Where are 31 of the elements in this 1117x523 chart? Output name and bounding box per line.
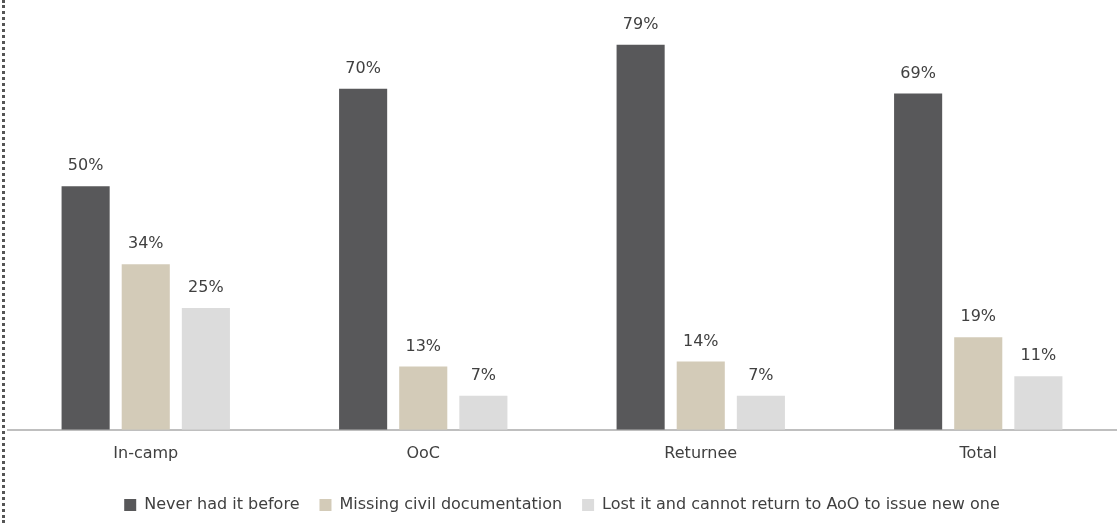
data-label: 79% [622, 14, 659, 34]
x-tick-label: In-camp [113, 442, 179, 462]
data-label: 13% [405, 335, 442, 355]
x-tick-label: OoC [406, 442, 441, 462]
bar [399, 366, 448, 430]
data-label: 19% [960, 306, 997, 326]
data-label: 25% [188, 277, 224, 297]
data-label: 7% [470, 364, 497, 384]
data-label: 70% [345, 57, 381, 77]
bar [339, 88, 388, 430]
data-label: 14% [682, 330, 719, 350]
bar [121, 264, 170, 430]
bar [459, 395, 508, 430]
bar [954, 337, 1003, 430]
x-tick-label: Returnee [664, 442, 738, 462]
bar [181, 307, 230, 430]
x-tick-label: Total [958, 442, 997, 462]
legend-label: Missing civil documentation [339, 494, 563, 514]
bar [676, 361, 725, 430]
bar [736, 395, 785, 430]
data-label: 69% [900, 62, 936, 82]
bar [1014, 376, 1063, 430]
legend-label: Never had it before [144, 494, 300, 514]
data-label: 7% [748, 364, 774, 384]
data-label: 11% [1020, 345, 1057, 365]
legend-label: Lost it and cannot return to AoO to issue new one [602, 494, 1000, 514]
bar [61, 186, 110, 430]
data-label: 50% [67, 155, 104, 175]
data-label: 34% [127, 233, 164, 253]
bar [616, 44, 665, 430]
bar [894, 93, 943, 430]
